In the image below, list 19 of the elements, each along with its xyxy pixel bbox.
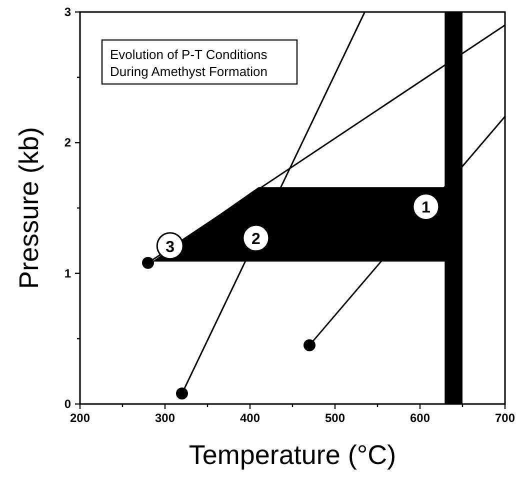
y-tick-label: 3 (64, 5, 72, 19)
y-tick-label: 1 (64, 266, 72, 280)
point (304, 339, 316, 352)
x-tick-label: 400 (240, 411, 260, 425)
x-tick-label: 300 (154, 411, 176, 425)
annotation: 2 (251, 231, 260, 248)
x-tick-label: 600 (410, 411, 430, 425)
text: Evolution of P-T Conditions During Amethyst Formation (110, 47, 268, 79)
x-tick-label: 500 (324, 411, 346, 425)
y-tick-label: 0 (64, 397, 72, 411)
x-tick-label: 200 (70, 411, 90, 425)
point (176, 388, 188, 400)
x-tick-label: 700 (494, 411, 516, 425)
x-axis-title: Temperature (°C) (188, 440, 396, 470)
y-tick-label: 2 (64, 136, 72, 150)
point (142, 256, 154, 269)
y-axis-title: Pressure (kb) (14, 126, 44, 290)
annotation: 1 (421, 200, 430, 217)
annotation: 3 (166, 238, 175, 256)
